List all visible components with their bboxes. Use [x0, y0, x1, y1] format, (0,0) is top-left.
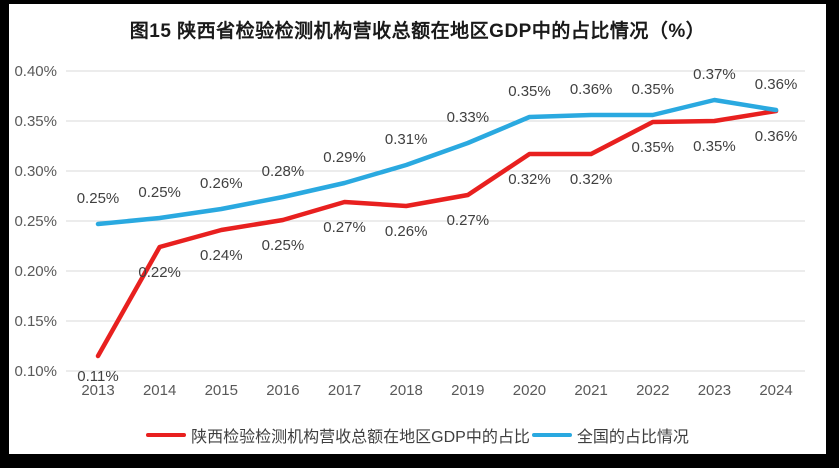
- series-line-shaanxi: [95, 108, 779, 359]
- x-axis-label: 2013: [81, 382, 114, 399]
- data-label: 0.32%: [570, 171, 613, 188]
- data-label: 0.35%: [631, 81, 674, 98]
- legend-label: 陕西检验检测机构营收总额在地区GDP中的占比: [191, 429, 530, 446]
- y-axis-tick-label: 0.35%: [14, 113, 57, 130]
- y-axis-tick-label: 0.25%: [14, 213, 57, 230]
- x-axis-label: 2016: [266, 382, 299, 399]
- legend-line-marker: [531, 433, 572, 437]
- data-label: 0.26%: [385, 223, 428, 240]
- data-label: 0.35%: [508, 83, 551, 100]
- x-axis-label: 2015: [205, 382, 238, 399]
- legend-line-marker: [146, 433, 187, 437]
- data-label: 0.31%: [385, 131, 428, 148]
- data-label: 0.32%: [508, 171, 551, 188]
- y-axis-tick-label: 0.30%: [14, 163, 57, 180]
- x-axis-label: 2014: [143, 382, 176, 399]
- x-axis-label: 2023: [698, 382, 731, 399]
- y-axis-tick-label: 0.40%: [14, 63, 57, 80]
- data-label: 0.33%: [447, 109, 490, 126]
- legend-label: 全国的占比情况: [576, 429, 689, 446]
- data-label: 0.35%: [631, 139, 674, 156]
- data-label: 0.26%: [200, 175, 243, 192]
- y-axis-tick-label: 0.15%: [14, 313, 57, 330]
- x-axis-label: 2019: [451, 382, 484, 399]
- data-label: 0.24%: [200, 247, 243, 264]
- x-axis-label: 2018: [390, 382, 423, 399]
- x-axis-label: 2020: [513, 382, 546, 399]
- y-axis-tick-label: 0.20%: [14, 263, 57, 280]
- data-label: 0.25%: [77, 190, 120, 207]
- data-label: 0.36%: [755, 76, 798, 93]
- chart-legend: 陕西检验检测机构营收总额在地区GDP中的占比 全国的占比情况: [9, 423, 826, 447]
- chart-title: 图15 陕西省检验检测机构营收总额在地区GDP中的占比情况（%）: [129, 21, 706, 42]
- data-label: 0.28%: [262, 163, 305, 180]
- data-label: 0.29%: [323, 149, 366, 166]
- data-label: 0.36%: [755, 128, 798, 145]
- legend-item-shaanxi: 陕西检验检测机构营收总额在地区GDP中的占比: [146, 423, 530, 447]
- data-label: 0.27%: [447, 212, 490, 229]
- chart-canvas: 图15 陕西省检验检测机构营收总额在地区GDP中的占比情况（%） 0.40% 0.…: [9, 4, 826, 454]
- x-axis-label: 2024: [759, 382, 792, 399]
- x-axis-label: 2022: [636, 382, 669, 399]
- legend-item-national: 全国的占比情况: [531, 423, 689, 447]
- data-label: 0.25%: [138, 184, 181, 201]
- line-chart-plot: 0.40% 0.35% 0.30% 0.25% 0.20% 0.15% 0.10% 2013 2…: [14, 63, 805, 399]
- data-label: 0.22%: [138, 264, 181, 281]
- data-label: 0.37%: [693, 66, 736, 83]
- data-label: 0.25%: [262, 237, 305, 254]
- data-label: 0.36%: [570, 81, 613, 98]
- data-label: 0.35%: [693, 138, 736, 155]
- y-axis-tick-label: 0.10%: [14, 363, 57, 380]
- series-line-national: [95, 97, 779, 227]
- x-axis-label: 2021: [574, 382, 607, 399]
- data-label: 0.11%: [77, 368, 118, 385]
- data-label: 0.27%: [323, 219, 366, 236]
- x-axis-label: 2017: [328, 382, 361, 399]
